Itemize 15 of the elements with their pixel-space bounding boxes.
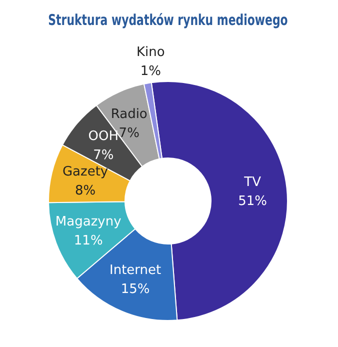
- data-label: 11%: [74, 233, 103, 248]
- data-label: 51%: [238, 194, 268, 210]
- chart-title: Struktura wydatków rynku mediowego: [48, 12, 288, 30]
- slice-label: Kino: [136, 44, 165, 60]
- slice-label: Internet: [109, 262, 162, 278]
- data-label: 8%: [74, 183, 96, 198]
- data-label: 15%: [120, 282, 150, 297]
- slice-label: Gazety: [62, 164, 108, 180]
- data-label: 7%: [118, 126, 140, 141]
- slice-label: Magazyny: [55, 214, 122, 230]
- data-label: 1%: [140, 64, 161, 79]
- data-label: 7%: [93, 148, 114, 164]
- slice-label: Radio: [110, 106, 148, 122]
- slice-label: TV: [243, 175, 262, 190]
- slice-label: OOH: [88, 129, 119, 144]
